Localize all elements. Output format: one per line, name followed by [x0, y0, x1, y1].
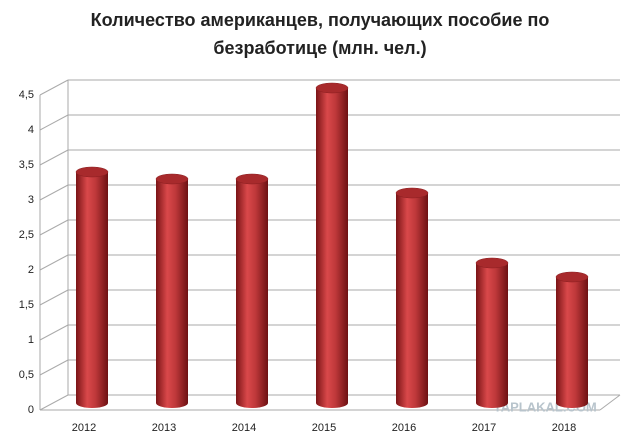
- grid-line-side: [39, 394, 69, 411]
- y-tick-label: 3: [28, 194, 34, 206]
- x-tick-label: 2017: [472, 422, 496, 434]
- chart-title: Количество американцев, получающих пособ…: [90, 10, 550, 58]
- grid-line-side: [39, 359, 69, 376]
- floor-right: [599, 394, 621, 411]
- x-tick-label: 2015: [312, 422, 336, 434]
- y-tick-label: 1,5: [19, 299, 34, 311]
- grid-line-side: [39, 79, 69, 96]
- grid-line-side: [39, 254, 69, 271]
- x-tick-label: 2014: [232, 422, 256, 434]
- bar: [236, 179, 268, 408]
- bar: [156, 179, 188, 408]
- x-tick-label: 2018: [552, 422, 576, 434]
- y-tick-label: 1: [28, 334, 34, 346]
- bar: [396, 193, 428, 408]
- bar-top: [555, 271, 589, 283]
- grid-line-side: [39, 184, 69, 201]
- bar: [316, 88, 348, 408]
- grid-line-side: [39, 149, 69, 166]
- bar: [556, 277, 588, 408]
- x-tick-label: 2013: [152, 422, 176, 434]
- y-tick-label: 2,5: [19, 229, 34, 241]
- y-tick-label: 0: [28, 404, 34, 416]
- y-tick-label: 2: [28, 264, 34, 276]
- bar-top: [475, 257, 509, 269]
- grid-line-side: [39, 114, 69, 131]
- x-tick-label: 2012: [72, 422, 96, 434]
- grid-line-side: [39, 219, 69, 236]
- grid-line-side: [39, 289, 69, 306]
- bar: [76, 172, 108, 408]
- y-tick-label: 3,5: [19, 159, 34, 171]
- x-tick-label: 2016: [392, 422, 416, 434]
- bar-top: [155, 173, 189, 185]
- y-tick-label: 4: [28, 124, 34, 136]
- grid-line-side: [39, 324, 69, 341]
- bar-top: [235, 173, 269, 185]
- bar: [476, 263, 508, 408]
- y-tick-label: 4,5: [19, 89, 34, 101]
- bar-top: [315, 82, 349, 94]
- y-tick-label: 0,5: [19, 369, 34, 381]
- bar-top: [395, 187, 429, 199]
- bar-top: [75, 166, 109, 178]
